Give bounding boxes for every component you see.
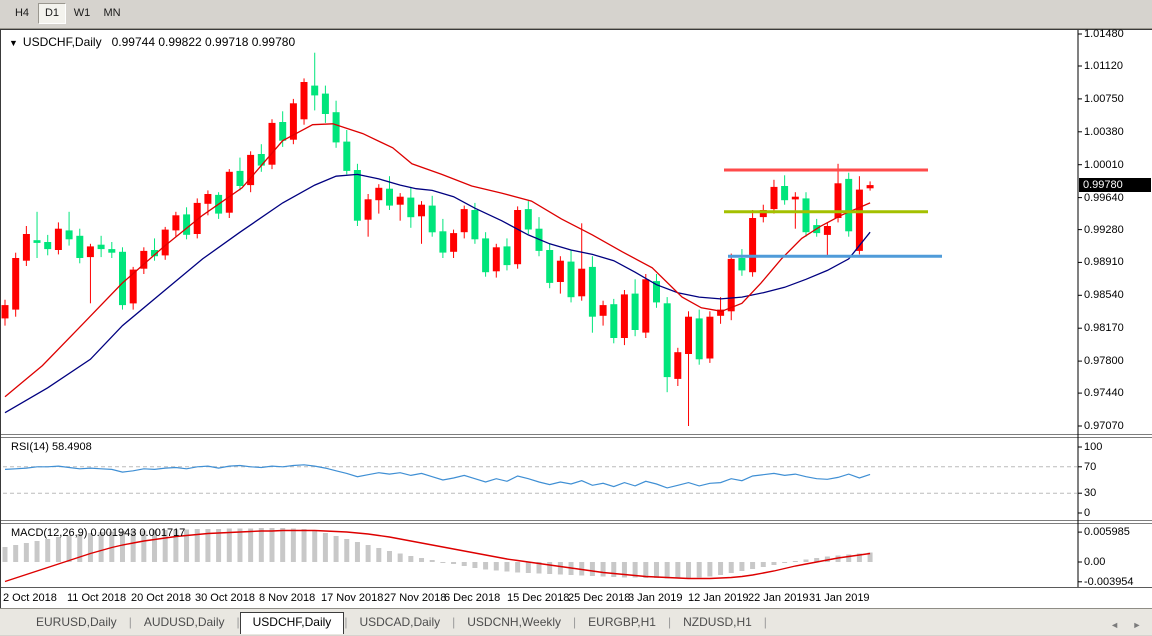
price-tick-label: 0.98540 — [1084, 289, 1124, 302]
date-tick-label: 27 Nov 2018 — [384, 592, 447, 604]
price-tick-label: 0.98170 — [1084, 322, 1124, 335]
date-tick-label: 3 Jan 2019 — [628, 592, 683, 604]
tab-separator: | — [236, 615, 240, 629]
date-tick-label: 15 Dec 2018 — [507, 592, 570, 604]
price-tick-label: 1.01120 — [1084, 60, 1123, 72]
tab-separator: | — [763, 615, 767, 629]
macd-indicator-label: MACD(12,26,9) 0.001943 0.001717 — [11, 527, 185, 539]
rsi-tick-label: 100 — [1084, 441, 1103, 453]
timeframe-button-mn[interactable]: MN — [98, 3, 126, 24]
date-tick-label: 12 Jan 2019 — [688, 592, 749, 604]
date-tick-label: 6 Dec 2018 — [444, 592, 501, 604]
date-tick-label: 22 Jan 2019 — [748, 592, 809, 604]
rsi-tick-label: 0 — [1084, 507, 1091, 519]
price-tick-label: 1.00750 — [1084, 92, 1124, 105]
chart-symbol-label: USDCHF,Daily — [22, 35, 102, 49]
chart-dropdown-icon[interactable]: ▼ — [9, 38, 18, 48]
tab-usdchf-daily[interactable]: USDCHF,Daily — [239, 612, 345, 634]
rsi-value: 58.4908 — [51, 441, 92, 453]
chart-window: ▼ USDCHF,Daily 0.99744 0.99822 0.99718 0.9… — [0, 28, 1152, 609]
tab-separator: | — [128, 615, 132, 629]
tab-usdcad-daily[interactable]: USDCAD,Daily — [359, 615, 441, 629]
tab-separator: | — [452, 615, 456, 629]
tab-audusd-daily[interactable]: AUDUSD,Daily — [143, 615, 225, 629]
price-tick-label: 0.97070 — [1084, 420, 1124, 432]
date-tick-label: 31 Jan 2019 — [809, 592, 870, 604]
date-tick-label: 2 Oct 2018 — [3, 592, 57, 604]
price-tick-label: 0.97440 — [1084, 387, 1124, 400]
tab-separator: | — [573, 615, 577, 629]
tab-usdcnh-weekly[interactable]: USDCNH,Weekly — [467, 615, 562, 629]
date-tick-label: 25 Dec 2018 — [568, 592, 631, 604]
tab-separator: | — [667, 615, 672, 629]
timeframe-toolbar: H4 D1 W1 MN — [0, 0, 1152, 29]
timeframe-button-h4[interactable]: H4 — [8, 3, 36, 24]
macd-value: 0.001943 0.001717 — [90, 527, 186, 539]
rsi-indicator-label: RSI(14) 58.4908 — [11, 441, 92, 453]
date-tick-label: 8 Nov 2018 — [259, 592, 316, 604]
timeframe-button-d1[interactable]: D1 — [38, 3, 66, 24]
date-axis: 2 Oct 2018 11 Oct 2018 20 Oct 2018 30 Oct 2… — [1, 588, 1152, 609]
current-price-badge: 0.99780 — [1079, 178, 1151, 192]
price-tick-label: 0.97800 — [1084, 355, 1124, 368]
tab-eurgbp-h1[interactable]: EURGBP,H1 — [588, 615, 656, 629]
macd-name: MACD(12,26,9) — [11, 527, 88, 539]
macd-tick-label: -0.003954 — [1084, 575, 1134, 588]
rsi-name: RSI(14) — [11, 441, 49, 453]
date-tick-label: 20 Oct 2018 — [131, 592, 191, 604]
price-tick-label: 1.00010 — [1084, 158, 1124, 171]
rsi-tick-label: 30 — [1084, 487, 1097, 500]
price-tick-label: 1.00380 — [1084, 125, 1124, 138]
macd-tick-label: 0.005985 — [1084, 526, 1130, 539]
tab-separator: | — [344, 615, 348, 629]
tabs-scroll-right-icon[interactable]: ► — [1132, 620, 1142, 630]
rsi-tick-label: 70 — [1084, 460, 1097, 473]
timeframe-button-w1[interactable]: W1 — [68, 3, 96, 24]
tabs-scroll-left-icon[interactable]: ◄ — [1110, 620, 1119, 630]
price-tick-label: 0.99640 — [1084, 191, 1124, 204]
tab-eurusd-daily[interactable]: EURUSD,Daily — [36, 615, 117, 629]
chart-title: ▼ USDCHF,Daily 0.99744 0.99822 0.99718 0.9… — [9, 35, 295, 49]
chart-ohlc-values: 0.99744 0.99822 0.99718 0.99780 — [111, 35, 296, 49]
price-tick-label: 1.01480 — [1084, 28, 1124, 40]
macd-tick-label: 0.00 — [1084, 556, 1106, 568]
price-tick-label: 0.99280 — [1084, 223, 1124, 236]
date-tick-label: 11 Oct 2018 — [67, 592, 127, 604]
price-tick-label: 0.98910 — [1084, 256, 1124, 269]
tab-nzdusd-h1[interactable]: NZDUSD,H1 — [683, 615, 752, 629]
chart-tabs-bar: EURUSD,Daily | AUDUSD,Daily | USDCHF,Daily | U… — [0, 608, 1152, 636]
date-tick-label: 17 Nov 2018 — [321, 592, 384, 604]
date-tick-label: 30 Oct 2018 — [195, 592, 255, 604]
